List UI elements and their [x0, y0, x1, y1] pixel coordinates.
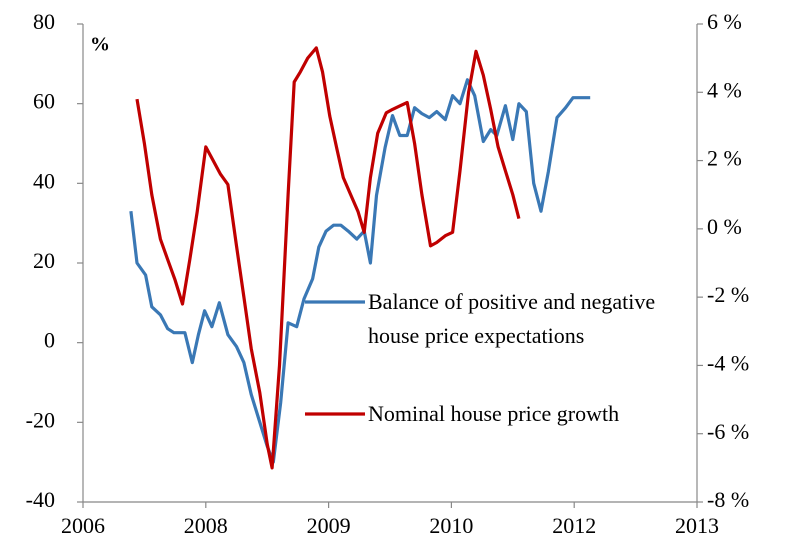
y2-tick-label: -8 % — [707, 487, 749, 512]
x-tick-label: 2013 — [675, 513, 719, 538]
y2-tick-label: -4 % — [707, 350, 749, 375]
y2-tick-label: 0 % — [707, 214, 742, 239]
x-tick-label: 2010 — [429, 513, 473, 538]
y-tick-label: 60 — [33, 89, 55, 114]
y2-tick-label: 4 % — [707, 77, 742, 102]
y-tick-label: 40 — [33, 168, 55, 193]
y-tick-label: 20 — [33, 248, 55, 273]
legend-entry: Nominal house price growth — [368, 401, 620, 426]
x-tick-label: 2008 — [184, 513, 228, 538]
y-tick-label: 0 — [44, 328, 55, 353]
x-tick-label: 2009 — [307, 513, 351, 538]
y-unit-label: % — [90, 34, 110, 56]
x-tick-label: 2012 — [552, 513, 596, 538]
legend-label: Nominal house price growth — [368, 401, 620, 426]
y-tick-label: 80 — [33, 9, 55, 34]
y-tick-label: -40 — [26, 487, 55, 512]
series-line — [135, 46, 521, 470]
y2-tick-label: 6 % — [707, 9, 742, 34]
y2-tick-label: 2 % — [707, 146, 742, 171]
legend-label: Balance of positive and negative house p… — [368, 289, 656, 348]
y2-tick-label: -6 % — [707, 419, 749, 444]
legend-entry: Balance of positive and negative house p… — [368, 289, 656, 348]
x-tick-label: 2006 — [61, 513, 105, 538]
y-tick-label: -20 — [26, 407, 55, 432]
series-line — [129, 78, 591, 464]
y2-tick-label: -2 % — [707, 282, 749, 307]
